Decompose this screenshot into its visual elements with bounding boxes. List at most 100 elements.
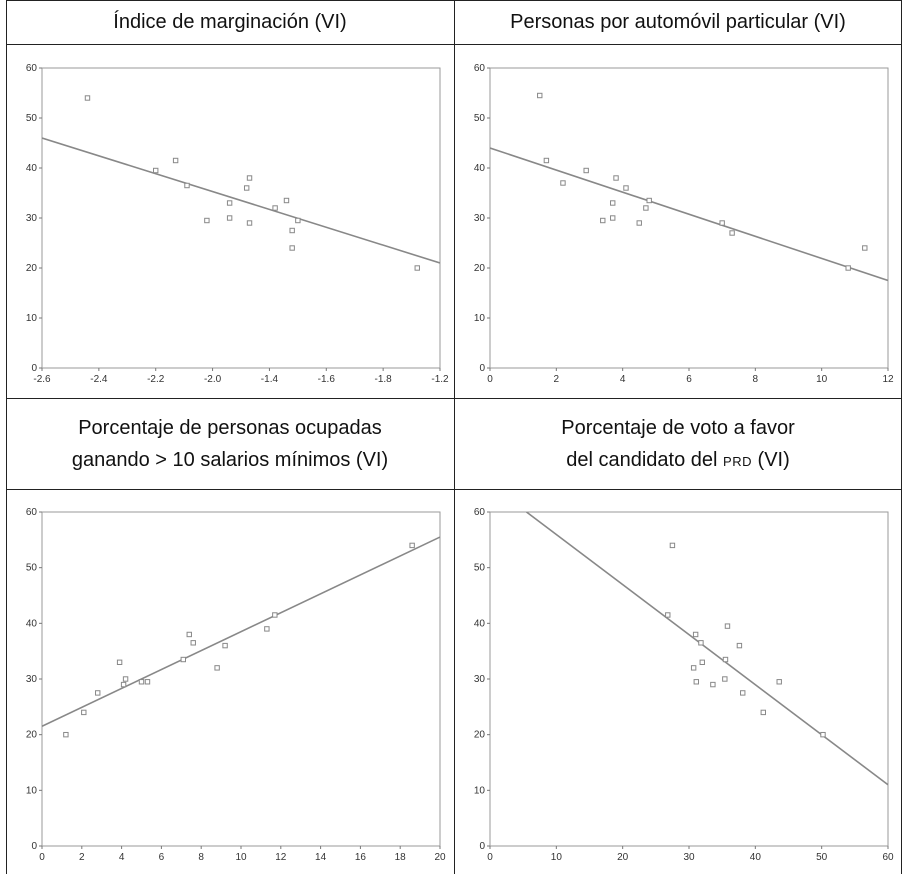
fit-line	[42, 137, 440, 264]
y-tick-label: 10	[26, 313, 38, 324]
rule-middle	[454, 0, 455, 874]
data-point	[264, 626, 270, 632]
data-point	[613, 175, 619, 181]
x-tick-label: 10	[235, 852, 247, 863]
chart-title: Porcentaje de voto a favor del candidato…	[454, 412, 902, 478]
data-point	[820, 731, 826, 738]
data-point	[692, 631, 699, 638]
data-point	[740, 690, 746, 696]
x-tick-label: 18	[395, 852, 407, 863]
data-point	[243, 185, 250, 191]
data-point	[226, 215, 233, 221]
data-point	[665, 612, 671, 618]
data-point	[95, 690, 101, 696]
data-point	[272, 612, 278, 618]
y-tick-label: 50	[26, 113, 38, 124]
x-tick-label: 6	[686, 374, 692, 385]
y-tick-label: 20	[26, 263, 38, 274]
chart-title-line: ganando > 10 salarios mínimos (VI)	[71, 449, 389, 471]
chart-title-smallcaps: PRD	[723, 454, 752, 469]
y-tick-label: 40	[26, 618, 38, 629]
data-point	[646, 197, 652, 204]
y-tick-label: 20	[474, 263, 486, 274]
chart-title: Índice de marginación (VI)	[113, 11, 347, 33]
x-tick-label: -1.2	[431, 374, 449, 385]
data-point	[120, 681, 127, 688]
y-tick-label: 10	[474, 785, 486, 796]
x-tick-label: 4	[119, 852, 125, 863]
y-tick-label: 30	[474, 674, 486, 685]
y-tick-label: 60	[26, 63, 38, 74]
data-point	[719, 220, 725, 226]
y-tick-label: 30	[26, 213, 38, 224]
data-point	[699, 659, 705, 666]
y-tick-label: 40	[26, 163, 38, 174]
y-tick-label: 30	[474, 213, 486, 224]
data-point	[63, 731, 69, 738]
scatter-plot-voto-prd: 0 10 20 30 40 50 60 0 10 20 30 40 50 60	[474, 507, 894, 863]
data-point	[180, 656, 186, 663]
data-point	[724, 623, 731, 629]
chart-title: Personas por automóvil particular (VI)	[510, 11, 846, 33]
y-tick-label: 60	[474, 507, 486, 518]
data-point	[636, 220, 642, 226]
data-point	[246, 175, 253, 181]
data-point	[190, 640, 196, 646]
data-point	[845, 265, 851, 271]
data-point	[116, 659, 123, 666]
data-point	[122, 676, 129, 682]
x-tick-label: 0	[487, 852, 493, 863]
x-tick-label: 16	[355, 852, 367, 863]
chart-title: Porcentaje de personas ocupadas ganando …	[6, 412, 454, 476]
data-point	[144, 679, 151, 685]
data-point	[583, 167, 589, 174]
data-point	[623, 185, 629, 191]
data-point	[862, 245, 868, 251]
x-tick-label: 8	[198, 852, 204, 863]
x-tick-label: 8	[753, 374, 759, 385]
x-tick-label: 0	[39, 852, 45, 863]
x-tick-label: 50	[816, 852, 828, 863]
y-tick-label: 10	[474, 313, 486, 324]
x-tick-label: 40	[750, 852, 762, 863]
x-tick-label: -1.8	[375, 374, 393, 385]
data-point	[414, 265, 420, 271]
x-tick-label: 0	[487, 374, 493, 385]
data-point	[222, 642, 228, 649]
x-tick-label: -2.2	[147, 374, 165, 385]
chart-title-suffix: (VI)	[751, 449, 790, 471]
data-point	[610, 200, 616, 206]
data-point	[153, 167, 159, 174]
y-tick-label: 30	[26, 674, 38, 685]
data-point	[710, 681, 716, 688]
data-point	[289, 227, 295, 234]
data-point	[246, 220, 253, 226]
y-tick-label: 50	[474, 563, 486, 574]
chart-title-line: Porcentaje de personas ocupadas	[78, 417, 382, 439]
y-tick-label: 0	[31, 363, 37, 374]
data-point	[722, 676, 728, 682]
y-tick-label: 50	[26, 563, 38, 574]
data-point	[722, 656, 729, 663]
y-tick-label: 50	[474, 113, 486, 124]
x-tick-label: 6	[159, 852, 165, 863]
x-tick-label: -1.4	[261, 374, 279, 385]
data-point	[184, 182, 190, 189]
data-point	[226, 200, 233, 206]
data-point	[409, 542, 415, 549]
fit-line	[490, 147, 888, 282]
x-tick-label: 12	[275, 852, 287, 863]
data-point	[729, 230, 735, 236]
plot-frame	[41, 67, 441, 369]
x-tick-label: 60	[882, 852, 894, 863]
x-tick-label: 10	[551, 852, 563, 863]
rule-left	[6, 0, 7, 874]
data-point	[690, 665, 697, 671]
scatter-plot-salarios: 0 10 20 30 40 50 60 0 2 4 6 8 10 12 14 16 18 20	[26, 507, 446, 863]
y-tick-label: 60	[26, 507, 38, 518]
y-tick-label: 10	[26, 785, 38, 796]
x-tick-label: 2	[554, 374, 560, 385]
y-tick-label: 0	[31, 841, 37, 852]
data-point	[172, 157, 179, 164]
data-point	[698, 640, 704, 646]
